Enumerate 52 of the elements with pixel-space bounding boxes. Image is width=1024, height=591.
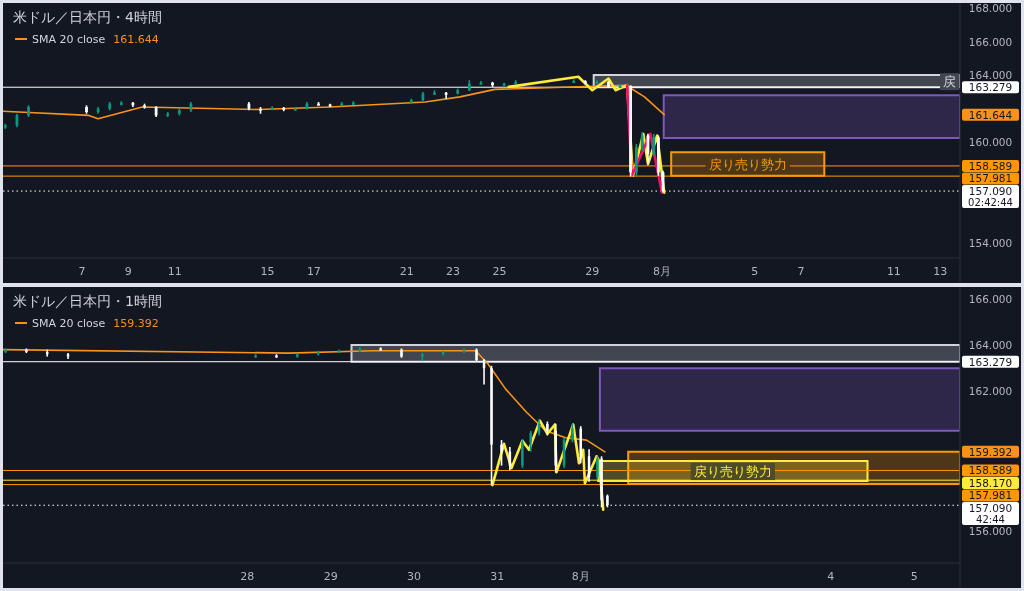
chart-title: 米ドル／日本円・4時間 <box>13 9 162 25</box>
x-tick-label: 4 <box>827 569 835 583</box>
ref-line-label: 157.981 <box>968 172 1013 185</box>
x-tick-label: 8月 <box>571 569 590 583</box>
text: 159.392 <box>968 445 1013 458</box>
y-tick-label: 162.000 <box>968 385 1013 398</box>
x-tick-label: 8月 <box>652 264 671 278</box>
x-tick-label: 7 <box>78 264 86 278</box>
y-tick-label: 166.000 <box>968 35 1013 48</box>
x-tick-label: 5 <box>910 569 918 583</box>
x-tick-label: 13 <box>933 264 948 278</box>
x-tick-label: 9 <box>124 264 132 278</box>
text: 42:44 <box>976 513 1005 525</box>
x-tick-label: 7 <box>797 264 805 278</box>
ref-line-label: 158.589 <box>968 159 1013 172</box>
ref-line-label: 157.090 <box>968 501 1013 514</box>
x-tick-label: 11 <box>167 264 182 278</box>
y-tick-label: 164.000 <box>968 338 1013 351</box>
x-tick-label: 29 <box>585 264 600 278</box>
x-tick-label: 21 <box>399 264 414 278</box>
text: 161.644 <box>968 108 1013 121</box>
legend-label: 戻り売り勢力 <box>708 157 787 173</box>
x-tick-label: 28 <box>240 569 255 583</box>
y-tick-label: 164.000 <box>968 69 1013 82</box>
annotation: 159.392 <box>113 317 159 330</box>
legend-label: SMA 20 close <box>32 33 106 46</box>
y-tick-label: 154.000 <box>968 236 1013 249</box>
ref-line-label: 157.090 <box>968 185 1013 198</box>
y-tick-label: 166.000 <box>968 292 1013 305</box>
ref-line-label: 163.279 <box>968 81 1013 94</box>
y-tick-label: 156.000 <box>968 524 1013 537</box>
x-tick-label: 31 <box>490 569 505 583</box>
y-tick-label: 160.000 <box>968 136 1013 149</box>
annotation: 161.644 <box>113 33 159 46</box>
ref-line-label: 157.981 <box>968 489 1013 502</box>
legend-label: SMA 20 close <box>32 317 106 330</box>
text: 02:42:44 <box>968 197 1013 209</box>
x-tick-label: 5 <box>751 264 759 278</box>
chart-title: 米ドル／日本円・1時間 <box>13 293 162 309</box>
ref-line-label: 158.589 <box>968 464 1013 477</box>
x-tick-label: 11 <box>886 264 901 278</box>
y-tick-label: 168.000 <box>968 2 1013 15</box>
ref-line-label: 158.170 <box>968 476 1013 489</box>
x-tick-label: 17 <box>306 264 321 278</box>
x-tick-label: 30 <box>407 569 421 583</box>
legend-label: 戻り売り勢力 <box>693 464 772 480</box>
x-tick-label: 23 <box>446 264 461 278</box>
x-tick-label: 29 <box>323 569 338 583</box>
x-tick-label: 15 <box>260 264 275 278</box>
x-tick-label: 25 <box>492 264 507 278</box>
ref-line-label: 163.279 <box>968 355 1013 368</box>
legend-label: 戻 <box>943 74 956 90</box>
